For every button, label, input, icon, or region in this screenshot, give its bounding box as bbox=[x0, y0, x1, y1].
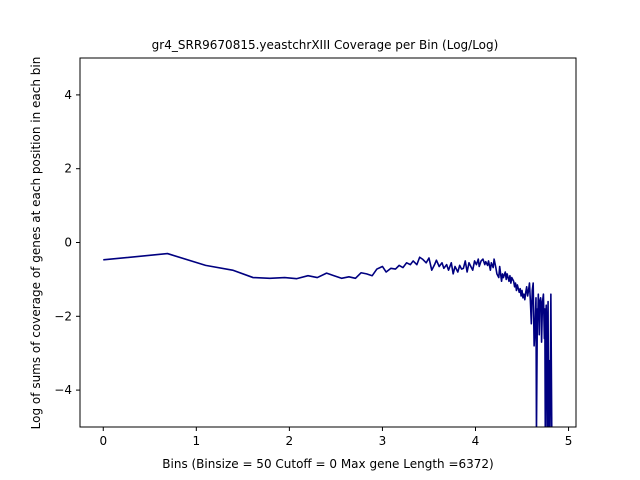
y-axis-label: Log of sums of coverage of genes at each… bbox=[29, 57, 43, 430]
x-tick-label: 2 bbox=[286, 434, 294, 448]
series-line bbox=[103, 252, 553, 427]
x-tick-label: 1 bbox=[193, 434, 201, 448]
y-tick-label: 4 bbox=[64, 88, 72, 102]
x-tick-label: 4 bbox=[472, 434, 480, 448]
y-axis: −4 −2 0 2 4 bbox=[54, 88, 80, 397]
y-tick-label: 2 bbox=[64, 162, 72, 176]
x-tick-label: 5 bbox=[565, 434, 573, 448]
x-tick-label: 0 bbox=[99, 434, 107, 448]
y-tick-label: 0 bbox=[64, 236, 72, 250]
y-tick-label: −2 bbox=[54, 309, 72, 323]
x-tick-label: 3 bbox=[379, 434, 387, 448]
x-axis-label: Bins (Binsize = 50 Cutoff = 0 Max gene L… bbox=[162, 457, 493, 471]
data-layer bbox=[103, 252, 553, 427]
x-axis: 0 1 2 3 4 5 bbox=[99, 427, 572, 448]
chart-title: gr4_SRR9670815.yeastchrXIII Coverage per… bbox=[152, 38, 499, 52]
y-tick-label: −4 bbox=[54, 383, 72, 397]
